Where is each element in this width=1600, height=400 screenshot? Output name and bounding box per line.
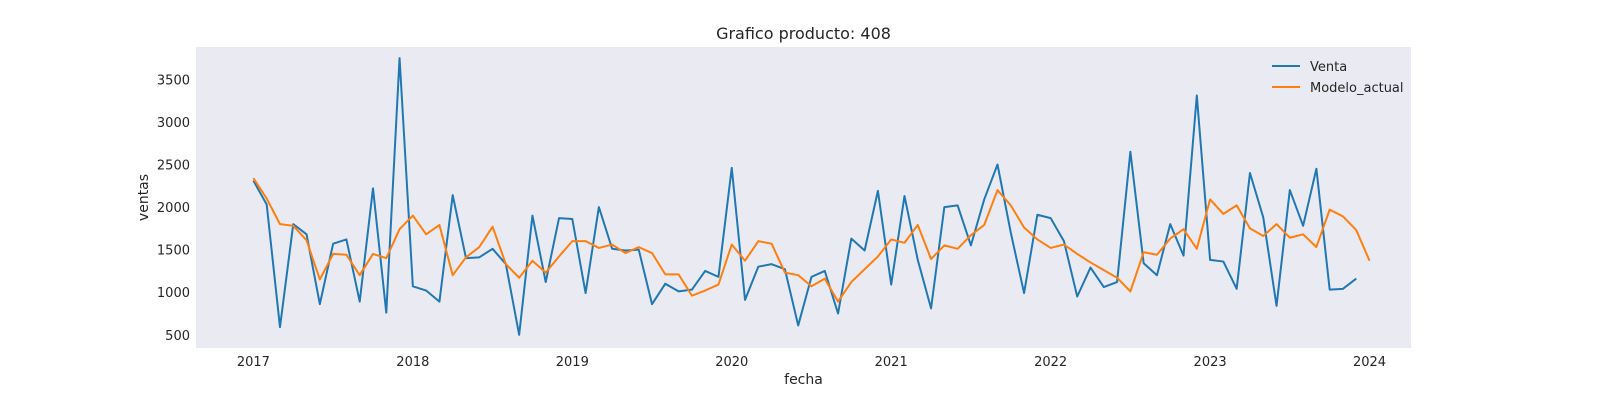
y-tick-label: 2000 xyxy=(157,201,190,216)
legend-label: Venta xyxy=(1310,60,1347,75)
y-tick-label: 1000 xyxy=(157,286,190,301)
series-layer xyxy=(252,57,1371,336)
x-tick-label: 2023 xyxy=(1194,355,1227,370)
legend-label: Modelo_actual xyxy=(1310,81,1404,96)
x-tick-label: 2018 xyxy=(396,355,429,370)
x-tick-label: 2020 xyxy=(715,355,748,370)
y-tick-label: 1500 xyxy=(157,244,190,259)
y-axis-title: ventas xyxy=(136,174,152,221)
y-tick-label: 3000 xyxy=(157,116,190,131)
x-axis-ticks: 2017 2018 2019 2020 2021 2022 2023 2024 xyxy=(237,355,1386,370)
y-tick-label: 3500 xyxy=(157,73,190,88)
x-tick-label: 2017 xyxy=(237,355,270,370)
x-tick-label: 2021 xyxy=(875,355,908,370)
series-line-modelo_actual xyxy=(252,177,1371,303)
x-tick-label: 2019 xyxy=(556,355,589,370)
chart-title: Grafico producto: 408 xyxy=(716,24,891,43)
series-line-venta xyxy=(252,57,1357,336)
y-axis-ticks: 500 1000 1500 2000 2500 3000 3500 xyxy=(157,73,190,343)
x-axis-title: fecha xyxy=(784,372,823,388)
y-tick-label: 2500 xyxy=(157,159,190,174)
x-tick-label: 2024 xyxy=(1353,355,1386,370)
legend: Venta Modelo_actual xyxy=(1272,60,1404,96)
y-tick-label: 500 xyxy=(165,329,190,344)
x-tick-label: 2022 xyxy=(1034,355,1067,370)
